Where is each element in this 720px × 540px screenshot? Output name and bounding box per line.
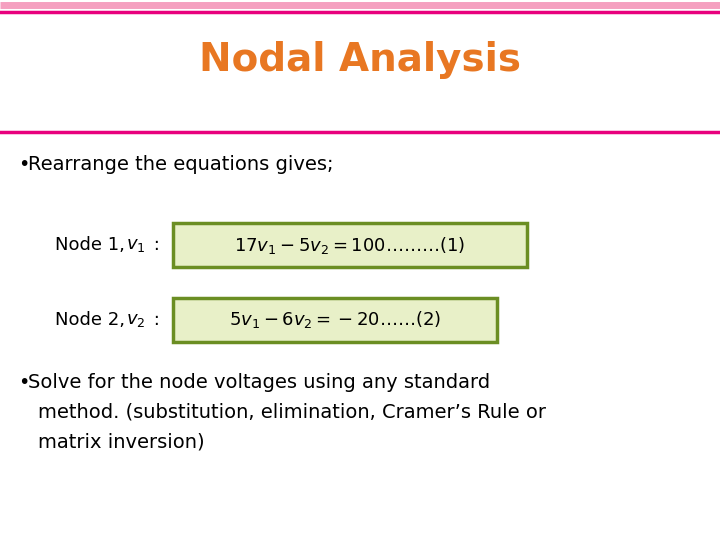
Text: :: : <box>148 236 160 254</box>
Text: Nodal Analysis: Nodal Analysis <box>199 41 521 79</box>
FancyBboxPatch shape <box>173 223 527 267</box>
Text: Rearrange the equations gives;: Rearrange the equations gives; <box>28 156 333 174</box>
Text: •: • <box>18 373 30 392</box>
Text: Node 1,: Node 1, <box>55 236 130 254</box>
Text: $v_2$: $v_2$ <box>126 311 145 329</box>
FancyBboxPatch shape <box>173 298 497 342</box>
Text: matrix inversion): matrix inversion) <box>38 433 204 451</box>
Text: $5v_1 - 6v_2 = -20\ldots\ldots(2)$: $5v_1 - 6v_2 = -20\ldots\ldots(2)$ <box>229 309 441 330</box>
Text: :: : <box>148 311 160 329</box>
Text: Solve for the node voltages using any standard: Solve for the node voltages using any st… <box>28 373 490 392</box>
Text: Node 2,: Node 2, <box>55 311 131 329</box>
Text: •: • <box>18 156 30 174</box>
Text: $17v_1 - 5v_2 = 100\ldots\ldots\ldots(1)$: $17v_1 - 5v_2 = 100\ldots\ldots\ldots(1)… <box>235 234 466 255</box>
Text: method. (substitution, elimination, Cramer’s Rule or: method. (substitution, elimination, Cram… <box>38 402 546 422</box>
Text: $v_1$: $v_1$ <box>126 236 145 254</box>
